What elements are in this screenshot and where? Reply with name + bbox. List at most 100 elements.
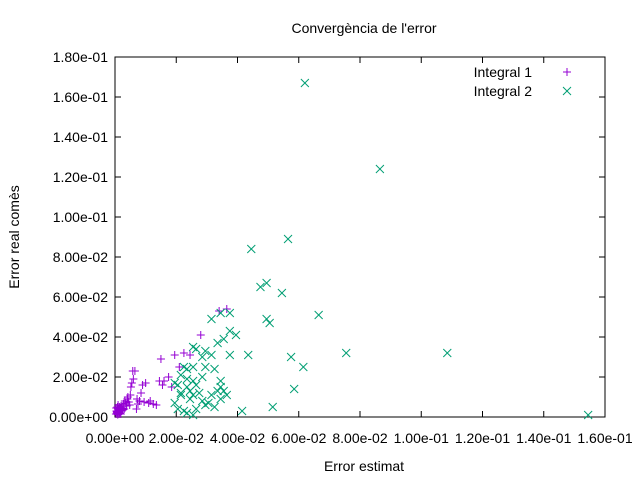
data-point bbox=[219, 386, 229, 396]
data-point bbox=[225, 350, 235, 360]
data-point bbox=[197, 352, 207, 362]
data-point bbox=[176, 390, 186, 400]
data-point bbox=[191, 404, 201, 414]
data-point bbox=[188, 410, 198, 420]
data-point bbox=[262, 278, 271, 288]
legend: Integral 1 Integral 2 bbox=[474, 64, 572, 99]
y-tick-label: 6.00e-02 bbox=[53, 289, 108, 305]
data-point bbox=[114, 401, 123, 409]
data-point bbox=[167, 383, 176, 391]
data-point bbox=[179, 362, 189, 372]
y-tick-label: 1.00e-01 bbox=[53, 209, 108, 225]
data-point bbox=[116, 410, 125, 418]
data-point bbox=[188, 362, 198, 372]
data-point bbox=[341, 348, 351, 358]
data-point bbox=[207, 390, 216, 400]
data-point bbox=[197, 372, 207, 382]
data-point bbox=[196, 331, 205, 339]
data-point bbox=[298, 362, 308, 372]
data-point bbox=[216, 394, 226, 404]
data-point bbox=[170, 398, 180, 408]
y-tick-label: 0.00e+00 bbox=[49, 409, 108, 425]
data-point bbox=[283, 234, 293, 244]
data-point bbox=[176, 388, 186, 398]
data-point bbox=[188, 390, 198, 400]
data-point bbox=[197, 396, 207, 406]
series-2 bbox=[170, 78, 593, 420]
y-tick-label: 1.40e-01 bbox=[53, 129, 108, 145]
x-tick-label: 1.60e-01 bbox=[577, 430, 632, 446]
data-point bbox=[160, 377, 168, 385]
data-point bbox=[132, 405, 141, 413]
data-point bbox=[210, 364, 219, 374]
data-point bbox=[135, 397, 144, 405]
x-axis: 0.00e+00 2.00e-02 4.00e-02 6.00e-02 8.00e-02… bbox=[86, 57, 633, 446]
data-point bbox=[256, 282, 265, 292]
data-point bbox=[185, 386, 195, 396]
data-point bbox=[265, 318, 275, 328]
data-point bbox=[182, 374, 192, 384]
x-tick-label: 1.00e-01 bbox=[394, 430, 449, 446]
legend-label: Integral 2 bbox=[474, 83, 533, 99]
data-point bbox=[207, 350, 216, 360]
data-point bbox=[141, 379, 150, 387]
data-point bbox=[158, 381, 167, 389]
data-point bbox=[262, 314, 271, 324]
data-point bbox=[300, 78, 310, 88]
data-point bbox=[173, 380, 183, 390]
data-point bbox=[225, 308, 235, 318]
data-point bbox=[237, 406, 247, 416]
data-point bbox=[127, 379, 136, 387]
x-tick-label: 1.20e-01 bbox=[455, 430, 510, 446]
data-point bbox=[152, 401, 161, 409]
y-axis-label: Error real comès bbox=[6, 185, 22, 288]
data-point bbox=[216, 376, 226, 386]
data-point bbox=[286, 352, 296, 362]
data-point bbox=[268, 402, 278, 412]
data-point bbox=[170, 351, 179, 359]
y-tick-label: 2.00e-02 bbox=[53, 369, 108, 385]
y-tick-label: 1.80e-01 bbox=[53, 49, 108, 65]
y-tick-label: 8.00e-02 bbox=[53, 249, 108, 265]
x-tick-label: 8.00e-02 bbox=[332, 430, 387, 446]
x-axis-label: Error estimat bbox=[324, 458, 404, 474]
data-point bbox=[210, 402, 219, 412]
data-point bbox=[125, 401, 134, 409]
x-tick-label: 1.40e-01 bbox=[516, 430, 571, 446]
data-point bbox=[231, 330, 241, 340]
data-point bbox=[314, 310, 324, 320]
data-point bbox=[126, 391, 135, 399]
data-point bbox=[289, 384, 299, 394]
x-tick-label: 2.00e-02 bbox=[149, 430, 204, 446]
data-point bbox=[583, 410, 593, 420]
y-tick-label: 1.20e-01 bbox=[53, 169, 108, 185]
data-point bbox=[118, 406, 127, 414]
data-point bbox=[140, 398, 149, 406]
data-point bbox=[191, 344, 201, 354]
data-point bbox=[277, 288, 287, 298]
data-point bbox=[130, 367, 139, 375]
data-point bbox=[129, 375, 138, 383]
data-point bbox=[176, 370, 186, 380]
data-point bbox=[243, 350, 253, 360]
plot-frame bbox=[114, 56, 606, 418]
data-point bbox=[156, 355, 165, 363]
data-point bbox=[442, 348, 452, 358]
data-point bbox=[213, 338, 222, 348]
series-1 bbox=[111, 305, 231, 419]
data-point bbox=[144, 399, 153, 407]
data-point bbox=[137, 389, 146, 397]
data-point bbox=[219, 334, 229, 344]
data-point bbox=[164, 373, 173, 381]
data-point bbox=[179, 349, 188, 357]
data-point bbox=[175, 363, 184, 371]
data-point bbox=[126, 383, 135, 391]
data-point bbox=[200, 400, 210, 410]
legend-marker bbox=[563, 68, 571, 76]
y-tick-label: 4.00e-02 bbox=[53, 329, 108, 345]
data-point bbox=[375, 164, 385, 174]
data-point bbox=[213, 386, 222, 396]
legend-marker bbox=[562, 86, 572, 96]
data-point bbox=[222, 390, 232, 400]
